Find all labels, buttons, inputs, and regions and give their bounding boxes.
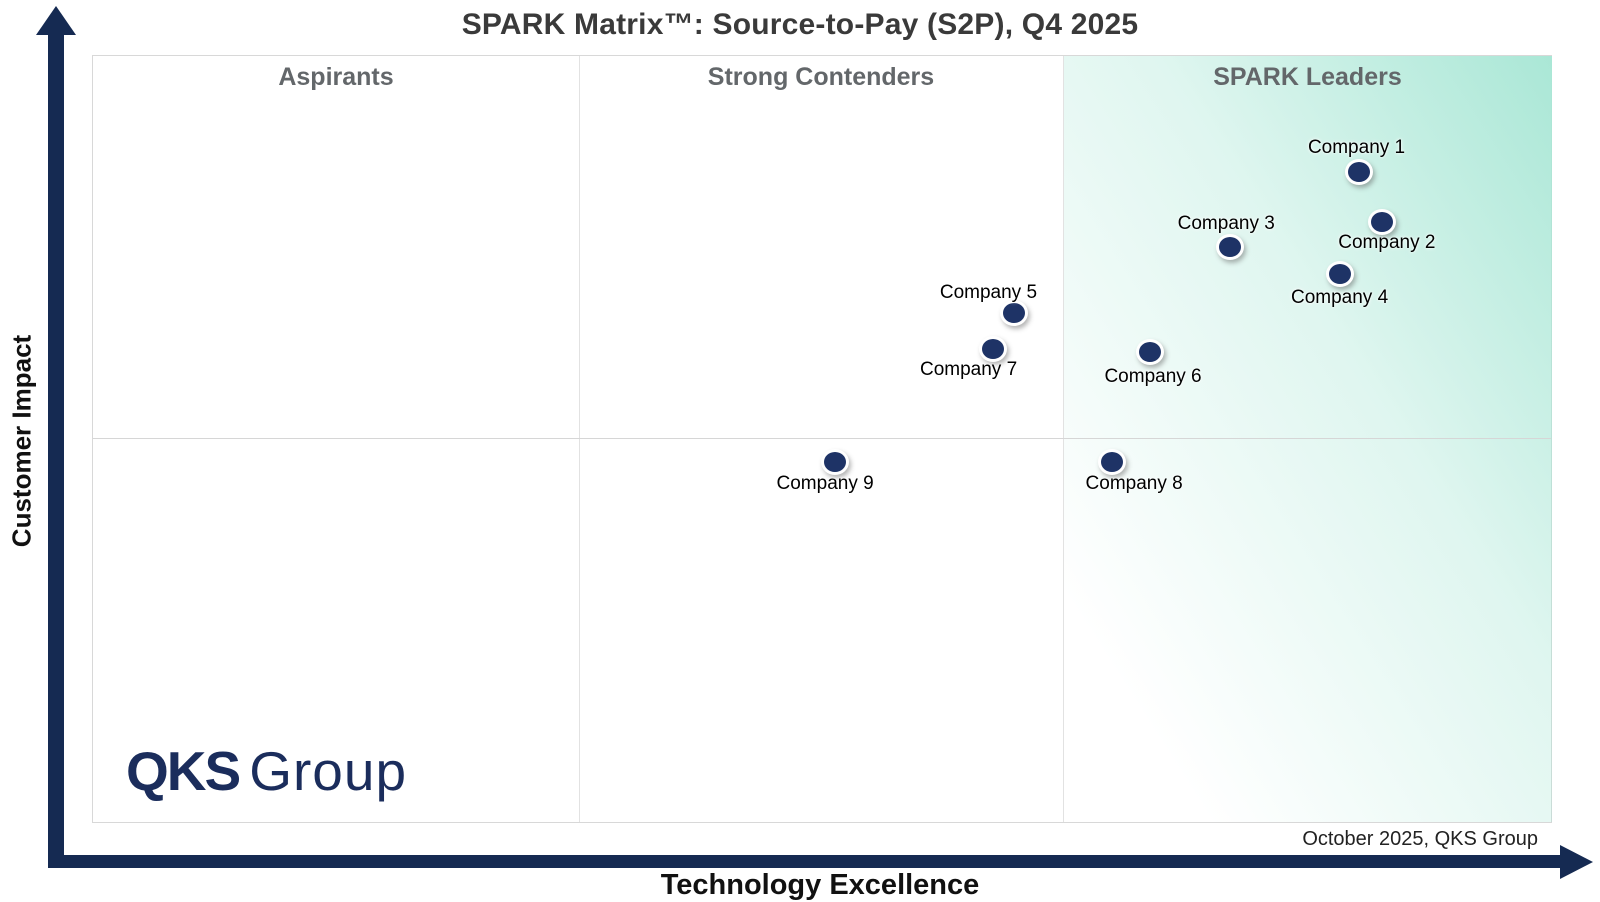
company-dot <box>821 448 850 475</box>
quadrant-divider-vertical-1 <box>579 56 580 822</box>
quadrant-divider-vertical-2 <box>1063 56 1064 822</box>
chart-title: SPARK Matrix™: Source-to-Pay (S2P), Q4 2… <box>461 8 1139 41</box>
y-axis-label: Customer Impact <box>6 334 37 548</box>
logo-qks-text: QKS <box>126 740 241 802</box>
quadrant-header-aspirants: Aspirants <box>278 63 394 91</box>
company-label: Company 8 <box>1085 472 1183 494</box>
company-label: Company 7 <box>919 359 1018 381</box>
company-dot <box>1344 159 1373 186</box>
qks-group-logo: QKS Group <box>126 744 407 799</box>
company-label: Company 1 <box>1307 137 1406 159</box>
company-label: Company 9 <box>776 472 874 494</box>
y-axis-arrowhead-icon <box>36 6 76 35</box>
footnote-date: October 2025, QKS Group <box>1302 828 1538 850</box>
x-axis-arrowhead-icon <box>1560 845 1593 879</box>
x-axis-label: Technology Excellence <box>660 869 980 901</box>
company-dot <box>1136 339 1165 366</box>
company-dot <box>1000 299 1029 326</box>
company-label: Company 4 <box>1290 287 1389 309</box>
company-label: Company 6 <box>1104 366 1202 388</box>
company-label: Company 2 <box>1338 232 1436 254</box>
company-dot <box>1098 448 1127 475</box>
company-label: Company 5 <box>939 281 1038 303</box>
company-dot <box>978 336 1007 363</box>
company-dot <box>1367 209 1396 236</box>
logo-group-text: Group <box>249 740 408 802</box>
x-axis-line <box>48 855 1560 868</box>
plot-area: Aspirants Strong Contenders SPARK Leader… <box>92 55 1552 823</box>
quadrant-header-strong-contenders: Strong Contenders <box>707 63 935 91</box>
company-dot <box>1325 261 1354 288</box>
company-dot <box>1216 233 1245 260</box>
quadrant-header-spark-leaders: SPARK Leaders <box>1213 63 1402 91</box>
leaders-gradient-shading <box>1063 56 1552 822</box>
y-axis-line <box>48 33 64 868</box>
company-label: Company 3 <box>1177 212 1275 234</box>
quadrant-divider-horizontal <box>93 438 1551 439</box>
